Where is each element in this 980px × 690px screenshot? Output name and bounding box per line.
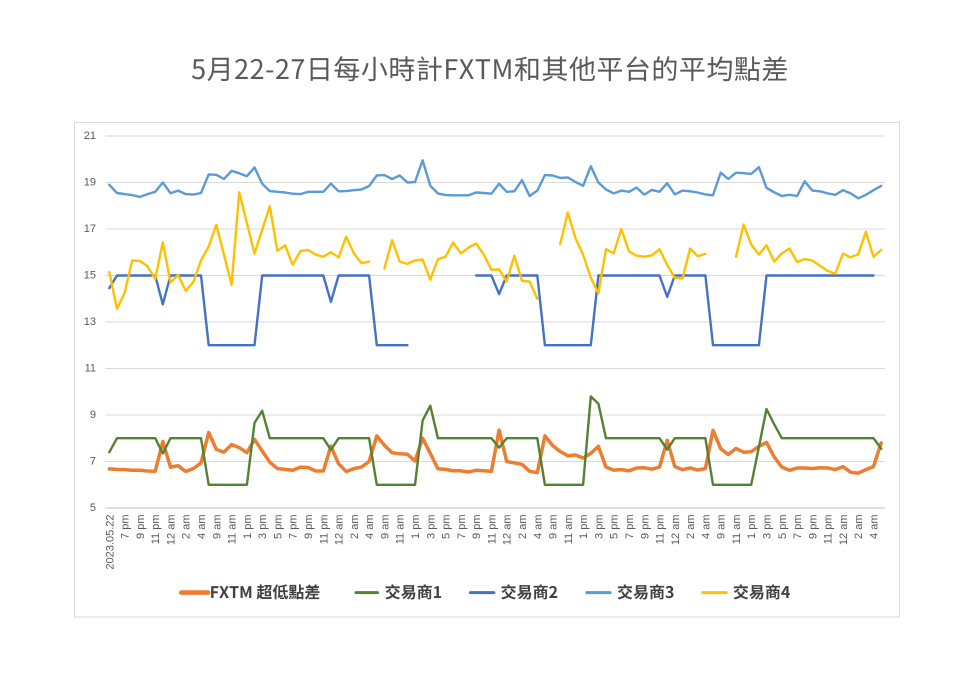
svg-text:1 pm: 1 pm — [410, 515, 422, 539]
svg-text:7 pm: 7 pm — [288, 515, 300, 539]
svg-text:21: 21 — [84, 130, 96, 142]
svg-text:11 pm: 11 pm — [486, 515, 498, 545]
svg-text:7 pm: 7 pm — [624, 515, 636, 539]
svg-text:4 am: 4 am — [700, 515, 712, 539]
svg-text:5 pm: 5 pm — [441, 515, 453, 539]
svg-text:11 pm: 11 pm — [318, 515, 330, 545]
svg-text:4 am: 4 am — [196, 515, 208, 539]
svg-text:5 pm: 5 pm — [777, 515, 789, 539]
svg-text:4 am: 4 am — [869, 515, 881, 539]
svg-text:5: 5 — [90, 502, 96, 514]
svg-text:9 pm: 9 pm — [303, 515, 315, 539]
svg-text:4 am: 4 am — [364, 515, 376, 539]
svg-text:5 pm: 5 pm — [272, 515, 284, 539]
svg-text:3 pm: 3 pm — [762, 515, 774, 539]
svg-text:9 pm: 9 pm — [639, 515, 651, 539]
svg-text:12 am: 12 am — [334, 515, 346, 546]
svg-text:9 pm: 9 pm — [135, 515, 147, 539]
svg-text:2 am: 2 am — [685, 515, 697, 539]
svg-text:11 am: 11 am — [563, 515, 575, 545]
svg-text:2 am: 2 am — [517, 515, 529, 539]
svg-text:13: 13 — [84, 316, 96, 328]
svg-text:11 pm: 11 pm — [655, 515, 667, 545]
svg-text:12 am: 12 am — [838, 515, 850, 546]
svg-text:15: 15 — [84, 270, 96, 282]
svg-text:11 pm: 11 pm — [823, 515, 835, 545]
svg-text:11 am: 11 am — [395, 515, 407, 545]
svg-text:9 am: 9 am — [211, 515, 223, 539]
svg-text:9 pm: 9 pm — [807, 515, 819, 539]
svg-text:9 pm: 9 pm — [471, 515, 483, 539]
svg-text:9: 9 — [90, 409, 96, 421]
svg-text:1 pm: 1 pm — [578, 515, 590, 539]
svg-text:2 am: 2 am — [853, 515, 865, 539]
svg-text:3 pm: 3 pm — [425, 515, 437, 539]
svg-text:9 am: 9 am — [379, 515, 391, 539]
svg-text:11 pm: 11 pm — [150, 515, 162, 545]
svg-text:11 am: 11 am — [227, 515, 239, 545]
svg-text:5 pm: 5 pm — [609, 515, 621, 539]
svg-text:11 am: 11 am — [731, 515, 743, 545]
svg-text:17: 17 — [84, 223, 96, 235]
svg-text:7 pm: 7 pm — [120, 515, 132, 539]
svg-text:3 pm: 3 pm — [257, 515, 269, 539]
svg-text:3 pm: 3 pm — [593, 515, 605, 539]
svg-text:2 am: 2 am — [181, 515, 193, 539]
svg-text:12 am: 12 am — [502, 515, 514, 546]
svg-text:1 pm: 1 pm — [746, 515, 758, 539]
svg-text:4 am: 4 am — [532, 515, 544, 539]
svg-text:9 am: 9 am — [548, 515, 560, 539]
svg-text:2023.05.22: 2023.05.22 — [104, 515, 116, 570]
svg-text:11: 11 — [85, 363, 96, 375]
svg-text:7: 7 — [90, 456, 96, 468]
svg-text:9 am: 9 am — [716, 515, 728, 539]
svg-text:1 pm: 1 pm — [242, 515, 254, 539]
svg-text:2 am: 2 am — [349, 515, 361, 539]
svg-text:12 am: 12 am — [166, 515, 178, 546]
svg-text:7 pm: 7 pm — [792, 515, 804, 539]
svg-text:7 pm: 7 pm — [456, 515, 468, 539]
svg-text:19: 19 — [84, 177, 96, 189]
svg-text:12 am: 12 am — [670, 515, 682, 546]
